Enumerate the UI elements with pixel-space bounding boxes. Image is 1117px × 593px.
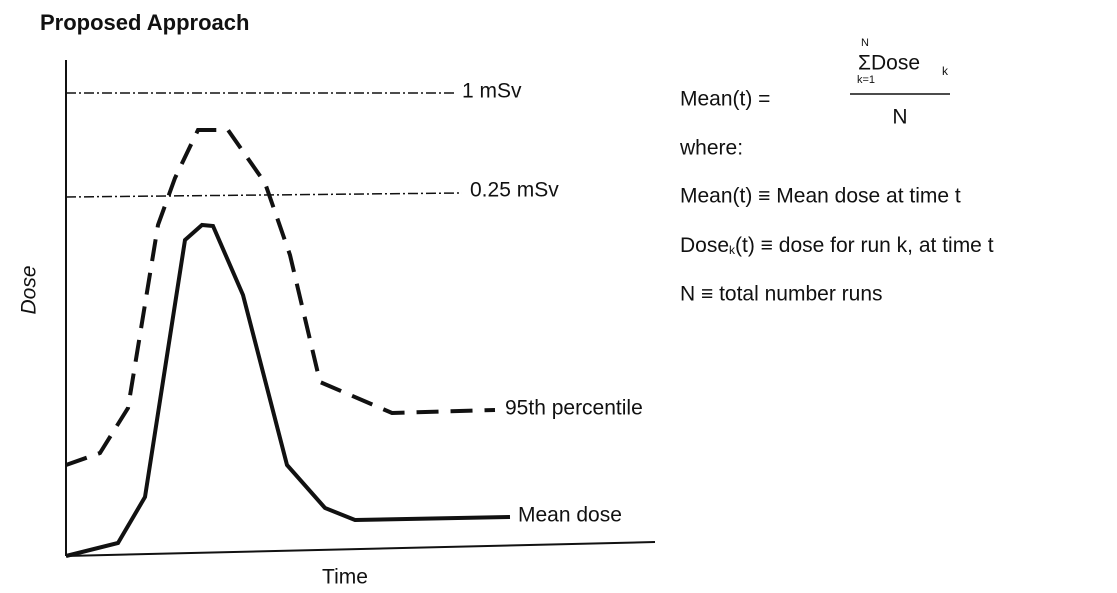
formula-lhs: Mean(t) = [680,88,770,111]
mean-curve [65,222,511,558]
y-axis-label: Dose [18,265,41,314]
curve-label: 95th percentile [505,397,643,420]
sum-sub: k [942,64,949,78]
limit-label: 1 mSv [462,80,522,103]
sum-top: N [861,37,869,49]
definition: Mean(t) ≡ Mean dose at time t [680,185,961,208]
title: Proposed Approach [40,10,249,35]
limit-line [65,192,463,198]
sum-bottom: k=1 [857,74,875,86]
where: where: [679,137,743,160]
x-axis-label: Time [322,566,368,589]
percentile-curve [65,128,496,467]
definition: N ≡ total number runs [680,283,883,306]
sum-term: ΣDose [858,52,920,75]
denominator: N [892,106,907,129]
curve-label: Mean dose [518,504,622,527]
definition: Dosek(t) ≡ dose for run k, at time t [680,234,994,258]
x-axis [65,541,656,557]
limit-label: 0.25 mSv [470,179,559,202]
